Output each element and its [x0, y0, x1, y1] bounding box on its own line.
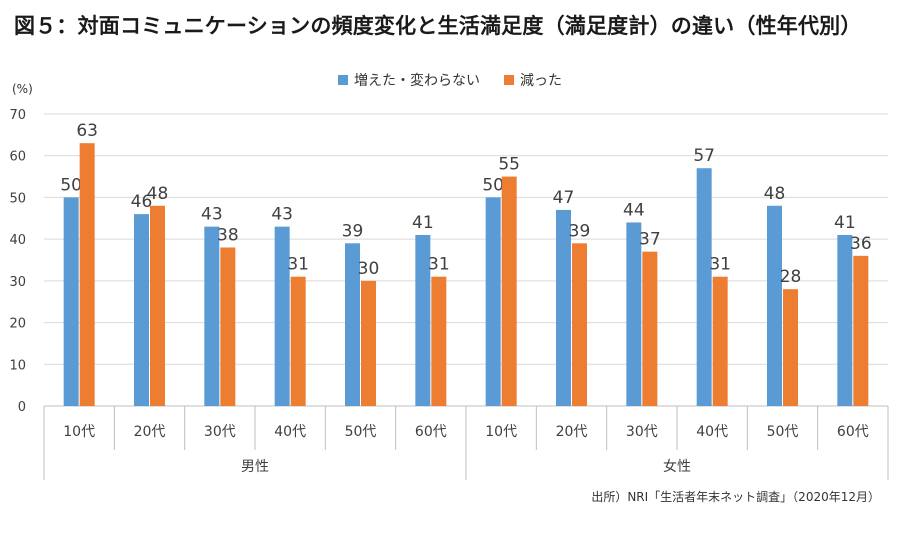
x-tick-label: 10代 — [63, 424, 95, 440]
bar-series2 — [220, 247, 236, 406]
bar-series1 — [767, 205, 782, 406]
data-label-series1: 46 — [131, 192, 153, 212]
y-tick-label: 10 — [9, 358, 26, 373]
y-tick-label: 50 — [9, 191, 26, 206]
bar-series1 — [274, 226, 290, 406]
legend-item-series2: 減った — [504, 70, 562, 90]
bar-series2 — [501, 176, 517, 406]
y-tick-label: 60 — [9, 150, 26, 165]
data-label-series1: 47 — [553, 188, 575, 208]
y-tick-label: 20 — [9, 317, 26, 332]
bar-series2 — [150, 205, 165, 406]
legend: 増えた・変わらない 減った — [0, 70, 900, 90]
bar-series2 — [572, 243, 587, 406]
x-tick-label: 40代 — [696, 424, 728, 440]
x-tick-label: 60代 — [415, 424, 447, 440]
bar-series1 — [837, 234, 853, 406]
data-label-series1: 48 — [764, 184, 786, 204]
x-tick-label: 20代 — [556, 424, 588, 440]
y-tick-label: 0 — [18, 400, 26, 415]
data-label-series2: 63 — [76, 121, 98, 141]
data-label-series1: 44 — [623, 200, 645, 220]
bar-series1 — [415, 234, 431, 406]
bar-series1 — [556, 209, 571, 406]
data-label-series2: 38 — [217, 225, 239, 245]
data-label-series2: 39 — [569, 221, 591, 241]
legend-swatch-series2 — [504, 75, 514, 85]
data-label-series2: 37 — [639, 230, 661, 250]
bar-series1 — [134, 214, 149, 406]
legend-swatch-series1 — [338, 75, 348, 85]
group-label: 女性 — [663, 458, 691, 475]
bar-series1 — [626, 222, 642, 406]
data-label-series1: 41 — [412, 213, 434, 233]
x-tick-label: 30代 — [204, 424, 236, 440]
legend-item-series1: 増えた・変わらない — [338, 70, 480, 90]
data-label-series1: 50 — [60, 175, 82, 195]
bar-series2 — [853, 255, 869, 406]
y-tick-label: 70 — [9, 108, 26, 123]
data-label-series2: 30 — [358, 259, 380, 279]
bar-series2 — [361, 280, 376, 406]
legend-label-series2: 減った — [520, 73, 562, 89]
group-label: 男性 — [241, 459, 269, 475]
data-label-series2: 31 — [287, 255, 309, 275]
bar-series2 — [79, 143, 95, 406]
data-label-series1: 43 — [271, 205, 293, 225]
bar-series1 — [485, 197, 501, 406]
bar-series2 — [642, 251, 658, 406]
bar-series2 — [712, 276, 728, 406]
x-tick-label: 40代 — [274, 424, 306, 440]
y-tick-label: 30 — [9, 275, 26, 290]
data-label-series1: 50 — [482, 175, 504, 195]
data-label-series1: 39 — [342, 221, 364, 241]
legend-label-series1: 増えた・変わらない — [354, 73, 480, 89]
x-tick-label: 30代 — [626, 424, 658, 440]
data-label-series2: 31 — [428, 255, 450, 275]
data-label-series2: 28 — [780, 267, 802, 287]
y-axis-unit: (%) — [12, 82, 33, 96]
data-label-series2: 31 — [709, 255, 731, 275]
x-tick-label: 50代 — [345, 424, 377, 440]
bar-series1 — [696, 168, 712, 406]
bar-series2 — [431, 276, 447, 406]
data-label-series2: 48 — [147, 184, 169, 204]
data-label-series1: 43 — [201, 205, 223, 225]
bar-series2 — [783, 289, 798, 406]
data-label-series2: 55 — [498, 155, 520, 175]
source-note: 出所）NRI「生活者年末ネット調査」（2020年12月） — [591, 490, 880, 504]
y-tick-label: 40 — [9, 233, 26, 248]
chart-title: 図５：対面コミュニケーションの頻度変化と生活満足度（満足度計）の違い（性年代別） — [14, 14, 862, 38]
x-tick-label: 50代 — [767, 424, 799, 440]
data-label-series1: 57 — [693, 146, 715, 166]
data-label-series1: 41 — [834, 213, 856, 233]
x-tick-label: 60代 — [837, 424, 869, 440]
x-tick-label: 10代 — [485, 424, 517, 440]
bar-series1 — [204, 226, 220, 406]
bar-series1 — [63, 197, 79, 406]
data-label-series2: 36 — [850, 234, 872, 254]
bar-series1 — [345, 243, 360, 406]
x-tick-label: 20代 — [134, 424, 166, 440]
bar-series2 — [290, 276, 306, 406]
